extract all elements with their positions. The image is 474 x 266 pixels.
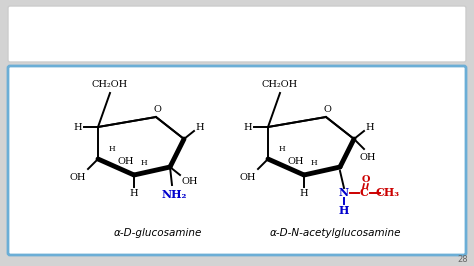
Text: OH: OH: [70, 172, 86, 181]
FancyBboxPatch shape: [8, 66, 466, 255]
Text: OH: OH: [182, 177, 198, 185]
FancyBboxPatch shape: [8, 6, 466, 62]
Text: NH₂: NH₂: [161, 189, 187, 201]
Text: H: H: [339, 205, 349, 215]
Text: O: O: [362, 174, 370, 184]
Text: CH₂OH: CH₂OH: [92, 80, 128, 89]
Text: H: H: [141, 159, 147, 167]
Text: N: N: [339, 188, 349, 198]
Text: H: H: [109, 145, 115, 153]
Text: O: O: [153, 105, 161, 114]
Text: H: H: [130, 189, 138, 198]
Text: H: H: [365, 123, 374, 132]
Text: 28: 28: [458, 256, 468, 264]
Text: CH₂OH: CH₂OH: [262, 80, 298, 89]
Text: OH: OH: [288, 156, 304, 165]
Text: OH: OH: [240, 172, 256, 181]
Text: O: O: [323, 105, 331, 114]
Text: H: H: [300, 189, 308, 198]
Text: OH: OH: [360, 152, 376, 161]
Text: C: C: [360, 188, 368, 198]
Text: α-D-glucosamine: α-D-glucosamine: [114, 228, 202, 238]
Text: OH: OH: [118, 156, 134, 165]
Text: H: H: [310, 159, 317, 167]
Text: α-D-N-acetylglucosamine: α-D-N-acetylglucosamine: [269, 228, 401, 238]
Text: H: H: [196, 123, 204, 132]
Text: H: H: [244, 123, 252, 131]
Text: H: H: [73, 123, 82, 131]
Text: H: H: [279, 145, 285, 153]
Text: CH₃: CH₃: [376, 188, 400, 198]
